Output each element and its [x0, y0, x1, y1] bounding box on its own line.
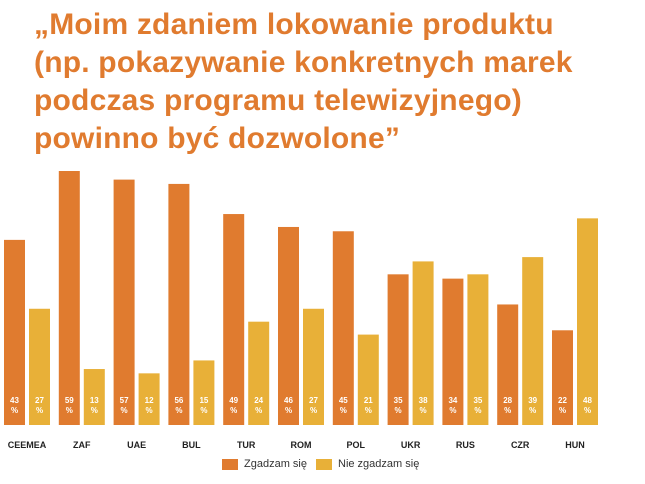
- data-label-suffix: %: [559, 406, 566, 415]
- data-label-rom-disagree: 27: [309, 396, 318, 405]
- data-label-rus-agree: 34: [448, 396, 457, 405]
- data-label-suffix: %: [529, 406, 536, 415]
- category-label-pol: POL: [347, 440, 366, 450]
- legend-label-disagree: Nie zgadzam się: [338, 458, 420, 470]
- category-label-tur: TUR: [237, 440, 256, 450]
- data-label-rus-disagree: 35: [473, 396, 482, 405]
- data-label-pol-agree: 45: [339, 396, 348, 405]
- category-label-zaf: ZAF: [73, 440, 91, 450]
- data-label-suffix: %: [121, 406, 128, 415]
- bar-czr-disagree: [522, 257, 544, 425]
- category-label-rus: RUS: [456, 440, 475, 450]
- data-label-suffix: %: [230, 406, 237, 415]
- data-label-suffix: %: [285, 406, 292, 415]
- data-label-bul-disagree: 15: [199, 396, 208, 405]
- data-label-suffix: %: [474, 406, 481, 415]
- bar-czr-agree: [497, 304, 519, 425]
- data-label-suffix: %: [255, 406, 262, 415]
- bar-rus-disagree: [467, 274, 489, 425]
- bar-zaf-disagree: [83, 369, 105, 425]
- bar-bul-disagree: [193, 360, 215, 425]
- category-label-czr: CZR: [511, 440, 530, 450]
- data-label-suffix: %: [395, 406, 402, 415]
- data-label-suffix: %: [146, 406, 153, 415]
- category-label-hun: HUN: [565, 440, 585, 450]
- data-label-hun-agree: 22: [558, 396, 567, 405]
- data-label-bul-agree: 56: [174, 396, 183, 405]
- bar-rom-agree: [278, 226, 299, 425]
- data-label-suffix: %: [504, 406, 511, 415]
- category-label-ceemea: CEEMEA: [8, 440, 47, 450]
- bar-uae-disagree: [138, 373, 160, 425]
- data-label-hun-disagree: 48: [583, 396, 592, 405]
- data-label-suffix: %: [310, 406, 317, 415]
- bar-uae-agree: [113, 179, 135, 425]
- bar-ceemea-agree: [4, 239, 25, 425]
- data-label-suffix: %: [200, 406, 207, 415]
- data-label-suffix: %: [11, 406, 18, 415]
- title-line-4: powinno być dozwolone”: [34, 122, 401, 155]
- data-label-suffix: %: [584, 406, 591, 415]
- bar-bul-agree: [168, 183, 190, 425]
- category-label-bul: BUL: [182, 440, 201, 450]
- data-label-tur-disagree: 24: [254, 396, 263, 405]
- category-label-rom: ROM: [291, 440, 312, 450]
- legend-label-agree: Zgadzam się: [244, 458, 307, 470]
- data-label-suffix: %: [340, 406, 347, 415]
- data-label-czr-agree: 28: [503, 396, 512, 405]
- data-label-suffix: %: [365, 406, 372, 415]
- data-label-zaf-agree: 59: [65, 396, 74, 405]
- data-label-zaf-disagree: 13: [90, 396, 99, 405]
- data-label-ukr-agree: 35: [394, 396, 403, 405]
- category-label-uae: UAE: [127, 440, 146, 450]
- data-label-ukr-disagree: 38: [419, 396, 428, 405]
- data-label-czr-disagree: 39: [528, 396, 537, 405]
- bar-rus-agree: [442, 278, 464, 425]
- legend-item-agree: Zgadzam się: [222, 458, 307, 470]
- bar-tur-disagree: [248, 321, 270, 425]
- bar-ukr-agree: [387, 274, 409, 425]
- data-label-suffix: %: [66, 406, 73, 415]
- bar-hun-disagree: [577, 218, 598, 425]
- data-label-suffix: %: [91, 406, 98, 415]
- data-label-ceemea-disagree: 27: [35, 396, 44, 405]
- legend-swatch-disagree: [316, 458, 332, 470]
- bar-pol-agree: [332, 231, 354, 425]
- data-label-ceemea-agree: 43: [10, 396, 19, 405]
- chart-title: „Moim zdaniem lokowanie produktu (np. po…: [34, 6, 634, 158]
- bar-ukr-disagree: [412, 261, 434, 425]
- legend-item-disagree: Nie zgadzam się: [316, 458, 419, 470]
- bar-chart: 43%27%CEEMEA59%13%ZAF57%12%UAE56%15%BUL4…: [4, 171, 598, 450]
- title-line-2: (np. pokazywanie konkretnych marek: [34, 46, 573, 79]
- bar-pol-disagree: [357, 334, 379, 425]
- category-label-ukr: UKR: [401, 440, 421, 450]
- data-label-suffix: %: [420, 406, 427, 415]
- data-label-tur-agree: 49: [229, 396, 238, 405]
- bar-ceemea-disagree: [29, 308, 50, 425]
- data-label-pol-disagree: 21: [364, 396, 373, 405]
- title-line-3: podczas programu telewizyjnego): [34, 84, 522, 117]
- data-label-suffix: %: [36, 406, 43, 415]
- bar-rom-disagree: [303, 308, 324, 425]
- bar-zaf-agree: [58, 171, 80, 425]
- legend-swatch-agree: [222, 458, 238, 470]
- data-label-suffix: %: [175, 406, 182, 415]
- data-label-uae-disagree: 12: [145, 396, 154, 405]
- title-line-1: „Moim zdaniem lokowanie produktu: [34, 8, 554, 41]
- legend: Zgadzam się Nie zgadzam się: [0, 455, 645, 475]
- bar-hun-agree: [552, 330, 573, 425]
- bar-tur-agree: [223, 214, 245, 425]
- data-label-uae-agree: 57: [120, 396, 129, 405]
- data-label-suffix: %: [449, 406, 456, 415]
- data-label-rom-agree: 46: [284, 396, 293, 405]
